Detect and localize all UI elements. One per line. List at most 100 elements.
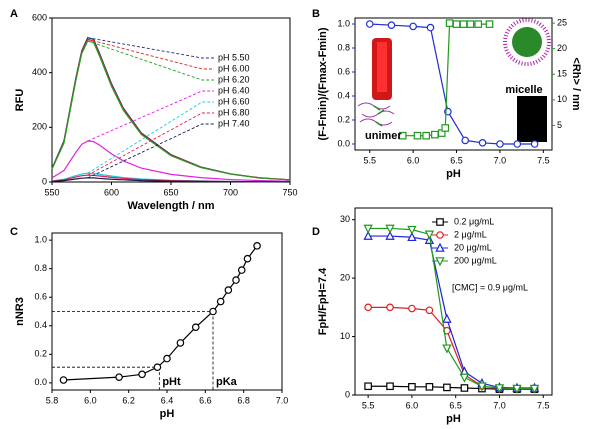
marker [512, 384, 522, 394]
y-tick-label: 20 [340, 273, 350, 283]
y-tick-label: 0.4 [34, 320, 47, 330]
marker [407, 225, 417, 235]
marker [426, 23, 435, 32]
unimer-heads [373, 105, 385, 127]
legend-label: pH 6.00 [218, 63, 250, 73]
marker [452, 20, 461, 28]
marker [408, 383, 416, 391]
series-line [368, 235, 535, 389]
legend-label: 0.2 μg/mL [454, 216, 494, 226]
x-axis-label: pH [446, 413, 461, 425]
marker [191, 323, 200, 332]
x-tick-label: 7.0 [493, 400, 506, 410]
marker [224, 286, 233, 294]
marker [385, 224, 395, 234]
marker [176, 339, 185, 347]
marker [461, 136, 470, 145]
y-axis-label: (F-Fmin)/(Fmax-Fmin) [317, 27, 329, 140]
marker [459, 20, 468, 28]
inset-images [357, 18, 551, 142]
marker [365, 20, 374, 28]
x-tick-label: 6.4 [161, 395, 174, 405]
marker [496, 140, 504, 148]
marker [398, 131, 407, 140]
y-tick-label: 0.8 [34, 263, 47, 273]
x-tick-label: 6.2 [122, 395, 135, 405]
marker [494, 384, 505, 394]
legend-leader [87, 123, 214, 179]
x-tick-label: 650 [163, 187, 178, 197]
y-tick-label: 0.8 [337, 42, 350, 52]
legend-label: pH 5.50 [218, 52, 250, 62]
y-axis-label: RFU [14, 89, 26, 112]
marker [425, 306, 434, 315]
y-tick-label: 400 [32, 67, 47, 77]
marker [442, 344, 452, 354]
legend-label: pH 6.80 [218, 107, 250, 117]
y-tick-label: 600 [32, 12, 47, 22]
y-tick-label: 0.6 [34, 292, 47, 302]
marker [59, 376, 68, 384]
legend-leader [87, 101, 214, 174]
x-tick-label: 750 [282, 187, 297, 197]
series-line [368, 306, 535, 390]
y-tick-label: 1.0 [337, 18, 350, 28]
y-tick-label: 0.0 [34, 377, 47, 387]
marker [216, 297, 225, 306]
marker [422, 131, 430, 140]
marker [407, 231, 417, 242]
annotation: unimer [365, 130, 402, 142]
y2-tick-label: 25 [557, 17, 567, 27]
marker [138, 370, 146, 379]
series-line [51, 38, 291, 181]
x-tick-label: 7.0 [276, 395, 289, 405]
annotation: [CMC] = 0.9 μg/mL [452, 282, 528, 292]
marker [408, 304, 416, 313]
y-tick-label: 0 [345, 389, 350, 399]
series-line [51, 36, 291, 181]
marker [409, 22, 417, 31]
marker [445, 19, 454, 27]
y-tick-label: 0.0 [337, 138, 350, 148]
plot-frame [51, 17, 291, 183]
legend-leader [87, 38, 214, 70]
marker [466, 20, 475, 28]
marker [485, 20, 494, 28]
marker [435, 242, 445, 252]
marker [442, 313, 452, 323]
legend-label: 2 μg/mL [454, 229, 487, 239]
legend-leader [87, 37, 214, 59]
reference-label: pHt [162, 376, 181, 388]
series-line [368, 227, 535, 390]
marker [513, 140, 522, 148]
marker [209, 307, 217, 316]
marker [431, 130, 439, 139]
unimer-chains [357, 102, 395, 126]
legend-label: pH 6.60 [218, 96, 250, 106]
legend-label: pH 7.40 [218, 118, 250, 128]
marker [364, 303, 372, 312]
panel-label: D [312, 226, 320, 238]
marker [232, 276, 240, 284]
x-tick-label: 5.5 [363, 155, 376, 165]
x-axis-label: pH [446, 168, 461, 180]
y2-tick-label: 20 [557, 43, 567, 53]
y-tick-label: 0.4 [337, 90, 350, 100]
x-tick-label: 550 [44, 187, 59, 197]
x-tick-label: 5.8 [46, 395, 59, 405]
legend-leader [87, 40, 214, 81]
marker [153, 363, 162, 371]
plot-frame [354, 207, 553, 396]
y-tick-label: 0 [42, 176, 47, 186]
vial-glow [377, 42, 387, 92]
marker [364, 382, 372, 391]
marker [253, 242, 261, 250]
series-line [402, 22, 490, 137]
y2-tick-label: 15 [557, 69, 567, 79]
marker [387, 21, 396, 30]
series-line [63, 245, 258, 381]
marker [435, 257, 445, 267]
x-tick-label: 6.5 [450, 155, 463, 165]
x-tick-label: 6.5 [449, 400, 462, 410]
